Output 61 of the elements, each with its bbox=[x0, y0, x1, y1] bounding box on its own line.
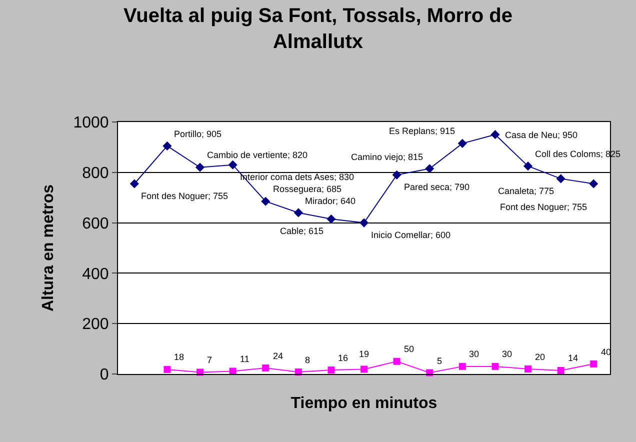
point bbox=[523, 162, 533, 171]
y-tick-label: 400 bbox=[82, 266, 109, 283]
point bbox=[589, 179, 598, 188]
point bbox=[392, 170, 402, 180]
point bbox=[229, 368, 236, 375]
point bbox=[590, 360, 598, 368]
point bbox=[492, 362, 499, 370]
data-label: Casa de Neu; 950 bbox=[505, 130, 578, 140]
point bbox=[458, 362, 466, 370]
point bbox=[556, 174, 566, 184]
chart-title: Vuelta al puig Sa Font, Tossals, Morro de Almallutx bbox=[124, 5, 512, 54]
point bbox=[359, 218, 369, 228]
data-label: 11 bbox=[240, 354, 250, 364]
point bbox=[261, 196, 270, 206]
y-tick-label: 200 bbox=[82, 316, 109, 334]
data-label: Font des Noguer; 755 bbox=[500, 202, 588, 212]
point bbox=[524, 365, 532, 372]
point bbox=[326, 214, 336, 224]
data-label: Cable; 615 bbox=[280, 226, 324, 236]
point bbox=[458, 138, 467, 148]
point bbox=[294, 208, 303, 218]
data-label: 8 bbox=[305, 355, 310, 365]
data-label: Pared seca; 790 bbox=[404, 182, 470, 192]
point bbox=[393, 358, 400, 365]
y-tick-label: 0 bbox=[100, 366, 109, 384]
data-label: 14 bbox=[568, 353, 578, 363]
point bbox=[425, 164, 434, 174]
data-label: Cambio de vertiente; 820 bbox=[207, 150, 308, 160]
data-label: Font des Noguer; 755 bbox=[141, 191, 228, 201]
point bbox=[228, 160, 238, 170]
data-label: 18 bbox=[174, 352, 184, 362]
data-label: Inicio Comellar; 600 bbox=[371, 230, 451, 240]
y-tick-label: 800 bbox=[82, 165, 109, 182]
point bbox=[328, 366, 335, 374]
data-label: 30 bbox=[469, 349, 480, 359]
point bbox=[130, 179, 139, 188]
point bbox=[162, 141, 172, 150]
point bbox=[557, 366, 564, 374]
data-label: 50 bbox=[404, 344, 414, 354]
point bbox=[490, 130, 500, 140]
y-axis-title: Altura en metros bbox=[40, 184, 58, 312]
data-label: 24 bbox=[273, 351, 284, 361]
point bbox=[195, 162, 205, 172]
data-label: 30 bbox=[502, 349, 512, 359]
data-label: Mirador; 640 bbox=[305, 196, 356, 206]
point bbox=[262, 364, 270, 372]
point bbox=[164, 366, 171, 373]
data-label: Es Replans; 915 bbox=[389, 126, 456, 136]
data-label: 16 bbox=[338, 353, 348, 363]
data-label: Camino viejo; 815 bbox=[351, 152, 424, 162]
data-label: Portillo; 905 bbox=[174, 129, 222, 139]
point bbox=[360, 366, 368, 373]
data-label: Rosseguera; 685 bbox=[273, 184, 342, 194]
data-label: 5 bbox=[437, 356, 442, 366]
y-tick-label: 600 bbox=[82, 215, 109, 232]
y-tick-label: 1000 bbox=[73, 114, 109, 132]
data-label: 19 bbox=[359, 349, 370, 359]
data-label: Canaleta; 775 bbox=[498, 186, 554, 196]
x-axis-title: Tiempo en minutos bbox=[290, 395, 438, 412]
data-label: 7 bbox=[207, 355, 212, 365]
data-label: 20 bbox=[535, 352, 546, 362]
